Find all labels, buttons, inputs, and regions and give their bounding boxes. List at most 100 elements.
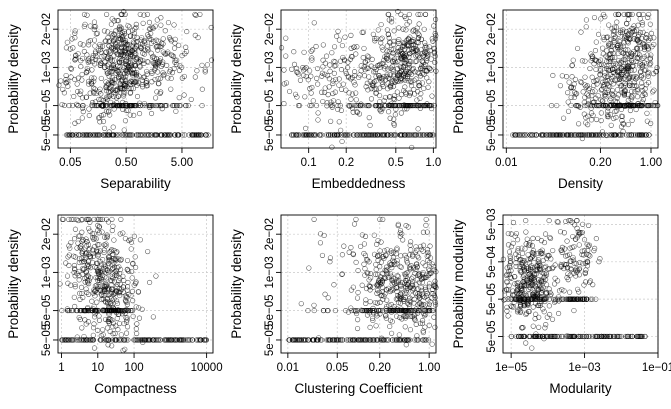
data-point bbox=[427, 66, 433, 72]
data-point bbox=[633, 106, 639, 113]
data-point bbox=[145, 337, 151, 343]
data-point bbox=[96, 242, 102, 248]
x-axis-label: Clustering Coefficient bbox=[294, 381, 422, 396]
data-point bbox=[620, 121, 626, 127]
data-point bbox=[71, 262, 77, 269]
data-point bbox=[131, 79, 137, 85]
data-point bbox=[86, 112, 92, 119]
data-point bbox=[308, 90, 314, 96]
data-point bbox=[73, 132, 79, 138]
data-point bbox=[93, 56, 99, 62]
data-point bbox=[319, 89, 325, 95]
data-point bbox=[392, 132, 398, 138]
data-point bbox=[79, 77, 85, 83]
data-point bbox=[125, 132, 131, 138]
data-point bbox=[146, 132, 152, 138]
data-point bbox=[403, 27, 409, 33]
data-point bbox=[363, 103, 369, 109]
data-point bbox=[148, 110, 155, 117]
data-point bbox=[388, 84, 394, 90]
data-point bbox=[598, 110, 604, 116]
data-point bbox=[94, 216, 100, 222]
data-point bbox=[322, 291, 328, 297]
data-point bbox=[72, 284, 78, 290]
data-point bbox=[301, 67, 307, 73]
data-point bbox=[120, 132, 126, 138]
data-point bbox=[341, 132, 347, 138]
data-point bbox=[388, 65, 394, 71]
data-point bbox=[598, 117, 604, 124]
panel-1: 0.05 0.50 5.005e−055e−051e−032e−02Separabi… bbox=[6, 8, 215, 191]
data-point bbox=[317, 240, 324, 246]
data-point bbox=[68, 216, 74, 222]
data-point bbox=[580, 89, 586, 95]
y-tick-label: 2e−02 bbox=[41, 13, 53, 45]
data-point bbox=[361, 241, 367, 247]
y-axis-label: Probability density bbox=[6, 229, 21, 339]
data-point bbox=[560, 132, 567, 138]
data-point bbox=[384, 43, 390, 49]
data-point bbox=[374, 132, 380, 138]
data-point bbox=[129, 61, 135, 68]
data-point bbox=[407, 91, 414, 97]
data-point bbox=[159, 40, 165, 46]
data-point bbox=[337, 58, 344, 64]
data-point bbox=[394, 89, 400, 95]
data-point bbox=[82, 275, 88, 281]
data-point bbox=[167, 67, 174, 73]
data-point bbox=[378, 22, 384, 28]
data-point bbox=[112, 47, 119, 53]
data-point bbox=[291, 49, 297, 55]
data-point bbox=[430, 38, 436, 44]
data-point bbox=[389, 330, 395, 336]
data-point bbox=[402, 132, 408, 138]
data-point bbox=[370, 132, 376, 138]
data-point bbox=[137, 11, 143, 17]
data-point bbox=[355, 317, 361, 323]
data-point bbox=[396, 48, 402, 55]
data-point bbox=[305, 77, 311, 83]
data-point bbox=[629, 88, 635, 94]
data-point bbox=[564, 238, 570, 244]
data-point bbox=[205, 132, 211, 138]
data-point bbox=[328, 99, 334, 105]
data-point bbox=[96, 96, 102, 103]
data-point bbox=[177, 337, 183, 343]
data-point bbox=[166, 69, 173, 75]
data-point bbox=[621, 69, 627, 76]
data-point bbox=[122, 37, 129, 43]
data-point bbox=[72, 28, 78, 34]
data-point bbox=[126, 42, 132, 48]
data-point bbox=[609, 55, 615, 61]
x-tick-label: 10000 bbox=[191, 362, 223, 374]
data-point bbox=[83, 251, 89, 257]
data-point bbox=[548, 103, 555, 109]
x-tick-label: 0.5 bbox=[388, 157, 404, 169]
data-point bbox=[354, 295, 361, 301]
data-point bbox=[429, 93, 435, 99]
data-point bbox=[423, 68, 429, 74]
data-point bbox=[588, 105, 594, 111]
data-point bbox=[143, 80, 150, 86]
data-point bbox=[138, 45, 144, 51]
data-point bbox=[600, 45, 606, 51]
points bbox=[57, 216, 209, 354]
data-point bbox=[569, 132, 575, 138]
data-point bbox=[101, 112, 107, 118]
data-point bbox=[402, 84, 408, 90]
data-point bbox=[533, 132, 539, 138]
data-point bbox=[432, 299, 439, 305]
data-point bbox=[547, 132, 553, 138]
data-point bbox=[405, 36, 411, 42]
data-point bbox=[168, 132, 174, 138]
data-point bbox=[390, 132, 397, 138]
data-point bbox=[99, 54, 105, 60]
data-point bbox=[330, 80, 336, 87]
data-point bbox=[137, 132, 143, 138]
data-point bbox=[641, 43, 648, 50]
x-tick-label: 0.05 bbox=[59, 157, 81, 169]
data-point bbox=[80, 109, 86, 115]
data-point bbox=[141, 12, 147, 18]
data-point bbox=[112, 44, 118, 50]
data-point bbox=[634, 94, 641, 100]
